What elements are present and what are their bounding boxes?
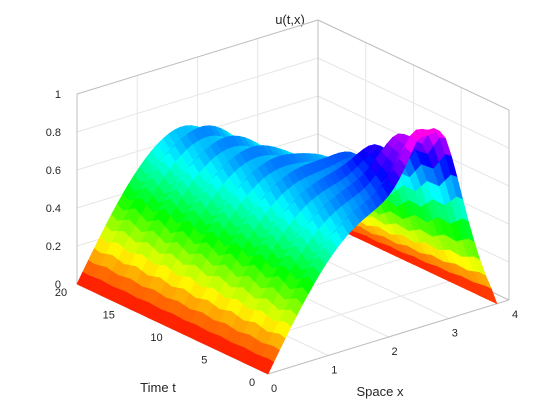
surface-mesh [76,125,498,375]
y-axis-label: Time t [140,380,176,395]
x-tick-label: 1 [331,365,337,377]
z-tick-label: 0 [55,279,61,291]
x-tick-label: 0 [271,383,277,395]
x-tick-label: 4 [512,309,518,321]
axis-edge [76,19,319,95]
z-tick-label: 0.8 [46,127,61,139]
z-tick-label: 0.2 [46,241,61,253]
y-tick-label: 15 [103,310,115,322]
axis-edge [267,299,510,375]
grid-line [317,57,510,149]
y-tick-label: 0 [249,377,255,389]
axis-edge [317,19,510,111]
x-axis-label: Space x [357,384,404,399]
grid-line [76,57,319,133]
y-tick-label: 20 [55,287,67,299]
x-tick-label: 2 [391,346,397,358]
chart-title: u(t,x) [275,12,305,27]
z-tick-label: 0.6 [46,165,61,177]
z-tick-label: 1 [55,89,61,101]
y-tick-label: 5 [201,355,207,367]
y-tick-label: 10 [150,332,162,344]
z-tick-label: 0.4 [46,203,61,215]
x-tick-label: 3 [452,328,458,340]
surface-patch [261,358,275,375]
